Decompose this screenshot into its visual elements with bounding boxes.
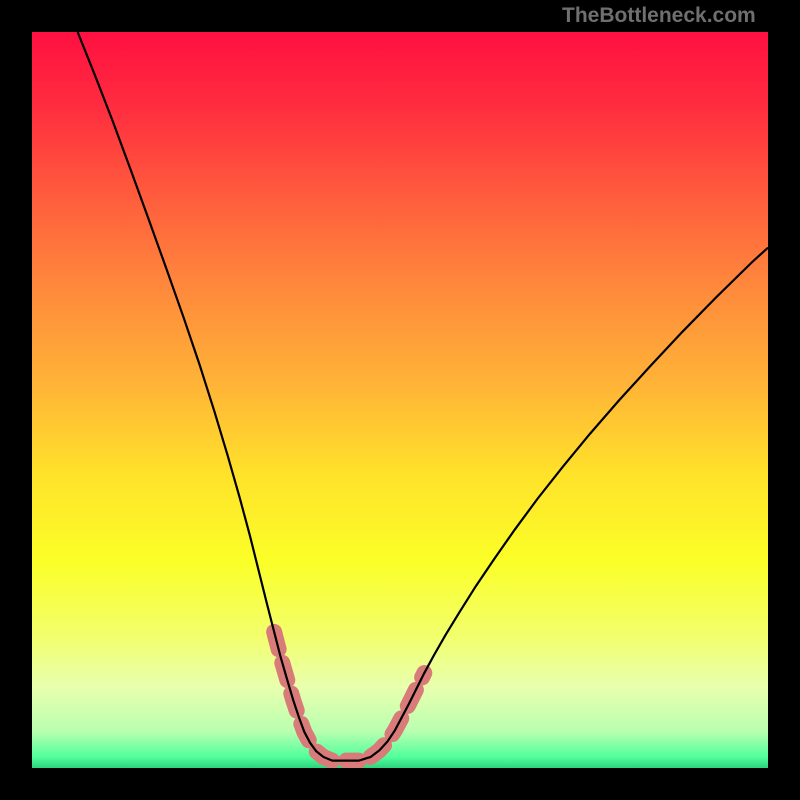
gradient-background (32, 32, 768, 768)
plot-area (32, 32, 768, 768)
chart-svg (32, 32, 768, 768)
watermark-text: TheBottleneck.com (562, 4, 756, 28)
